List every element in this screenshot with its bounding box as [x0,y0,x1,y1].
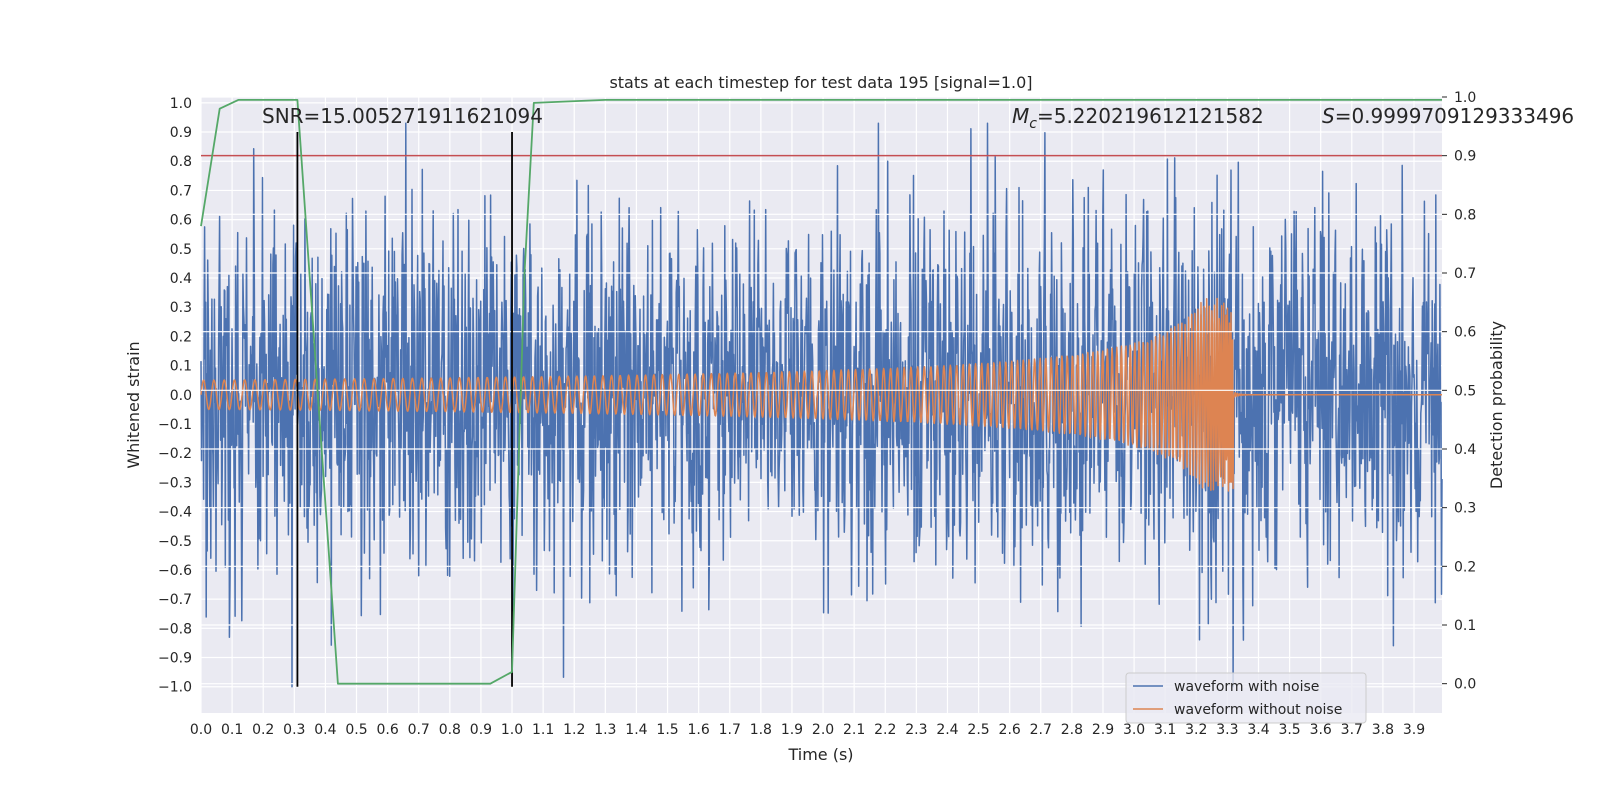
x-tick-label: 2.4 [936,722,958,738]
y-tick-label: −0.4 [158,505,192,521]
y-tick-label: 0.1 [170,359,192,375]
y-tick-label: 0.0 [170,388,192,404]
x-tick-label: 3.6 [1310,722,1332,738]
x-tick-label: 3.3 [1216,722,1238,738]
x-tick-label: 2.5 [967,722,989,738]
x-tick-label: 1.7 [719,722,741,738]
series-waveform-without-noise [200,297,1443,492]
x-tick-label: 2.3 [905,722,927,738]
y-tick-label: −0.6 [158,563,192,579]
x-tick-label: 1.0 [501,722,523,738]
x-tick-label: 2.9 [1092,722,1114,738]
x-tick-label: 1.4 [625,722,647,738]
y-tick-label: 1.0 [170,96,192,112]
y2-tick-label: 0.2 [1454,559,1476,575]
y-tick-label: −0.7 [158,592,192,608]
x-tick-label: 0.3 [283,722,305,738]
x-tick-label: 1.8 [750,722,772,738]
y-tick-label: 0.6 [170,213,192,229]
x-tick-label: 0.7 [408,722,430,738]
x-tick-label: 2.6 [999,722,1021,738]
y-tick-label: 0.2 [170,329,192,345]
score-annotation: S=0.9999709129333496 [1322,104,1574,128]
y-tick-label: −0.3 [158,475,192,491]
y-tick-label: 0.5 [170,242,192,258]
x-tick-label: 3.8 [1372,722,1394,738]
y-tick-label: −1.0 [158,680,192,696]
y-tick-label: 0.9 [170,125,192,141]
x-tick-label: 3.7 [1341,722,1363,738]
y2-axis-label: Detection probability [1487,321,1506,489]
y2-tick-label: 0.3 [1454,501,1476,517]
y-tick-label: 0.4 [170,271,192,287]
x-tick-label: 3.1 [1154,722,1176,738]
x-tick-label: 0.2 [252,722,274,738]
x-tick-label: 2.0 [812,722,834,738]
x-tick-label: 2.7 [1030,722,1052,738]
series-layer [200,122,1443,688]
x-tick-label: 0.5 [345,722,367,738]
x-tick-label: 2.1 [843,722,865,738]
x-tick-label: 3.0 [1123,722,1145,738]
x-tick-label: 1.9 [781,722,803,738]
x-tick-label: 3.5 [1278,722,1300,738]
x-tick-label: 0.8 [439,722,461,738]
y2-tick-label: 0.7 [1454,266,1476,282]
score-value: =0.9999709129333496 [1335,104,1574,128]
y2-tick-label: 0.6 [1454,325,1476,341]
y-tick-label: −0.2 [158,446,192,462]
x-tick-label: 0.1 [221,722,243,738]
y-tick-label: −0.1 [158,417,192,433]
overlay-layer [200,99,1442,687]
y2-tick-label: 0.4 [1454,442,1476,458]
snr-annotation: SNR=15.005271911621094 [262,104,543,128]
tick-labels: 0.0 0.1 0.2 0.3 0.4 0.5 0.6 0.7 0.8 0.9 1.0 1.1 1.2 1… [158,90,1476,738]
x-tick-label: 0.6 [376,722,398,738]
chirp-mass-annotation: Mc=5.220219612121582 [1012,104,1264,132]
legend-label-clean: waveform without noise [1174,702,1342,718]
y-tick-label: −0.9 [158,651,192,667]
x-tick-label: 1.6 [688,722,710,738]
legend-label-noise: waveform with noise [1174,679,1319,695]
x-tick-label: 0.0 [190,722,212,738]
chirp-mass-subscript: c [1029,116,1037,132]
y-axis-label: Whitened strain [124,341,143,468]
series-waveform-with-noise [200,122,1443,688]
x-tick-label: 3.9 [1403,722,1425,738]
x-tick-label: 3.4 [1247,722,1269,738]
y2-tick-label: 1.0 [1454,90,1476,106]
chirp-mass-symbol: M [1012,104,1029,128]
x-tick-label: 0.4 [314,722,336,738]
y-tick-label: 0.7 [170,183,192,199]
y-tick-label: −0.8 [158,621,192,637]
y2-tick-label: 0.0 [1454,677,1476,693]
y2-tick-label: 0.5 [1454,383,1476,399]
chirp-mass-value: =5.220219612121582 [1037,104,1264,128]
x-axis-label: Time (s) [787,745,853,764]
x-tick-label: 2.8 [1061,722,1083,738]
y-tick-label: 0.3 [170,300,192,316]
x-tick-label: 0.9 [470,722,492,738]
series-detection-probability [200,99,1442,685]
y-tick-label: −0.5 [158,534,192,550]
x-tick-label: 1.5 [656,722,678,738]
chart-title: stats at each timestep for test data 195… [609,73,1032,92]
y2-tick-label: 0.8 [1454,207,1476,223]
legend-frame [1125,672,1367,724]
x-tick-label: 1.1 [532,722,554,738]
x-tick-label: 2.2 [874,722,896,738]
x-tick-label: 1.2 [563,722,585,738]
score-symbol: S [1322,104,1335,128]
x-tick-label: 1.3 [594,722,616,738]
y-tick-label: 0.8 [170,154,192,170]
x-tick-label: 3.2 [1185,722,1207,738]
grid-secondary [201,96,1442,685]
y2-tick-label: 0.9 [1454,149,1476,165]
legend: waveform with noise waveform without noi… [1125,672,1367,724]
y2-tick-label: 0.1 [1454,618,1476,634]
